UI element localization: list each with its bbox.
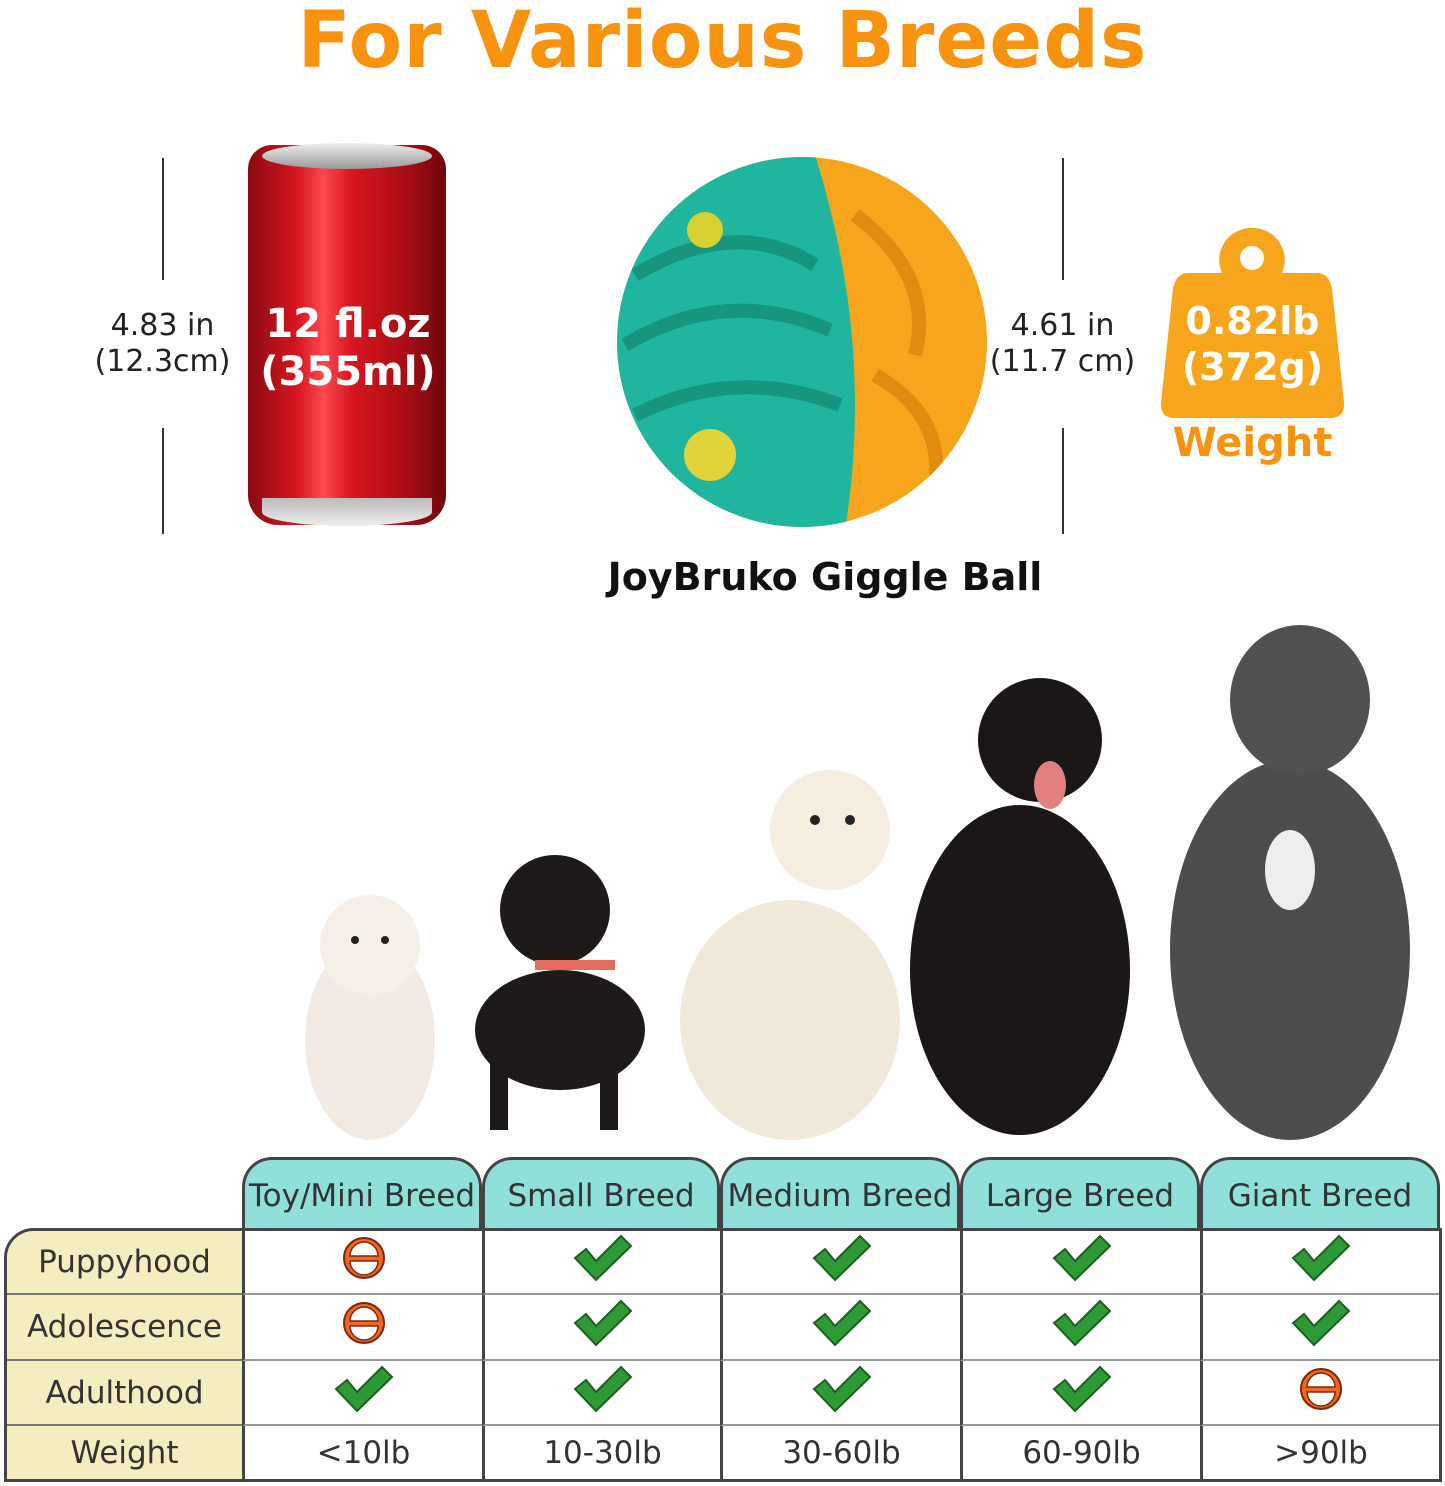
check-icon: [811, 1365, 873, 1421]
column-header-small: Small Breed: [482, 1157, 720, 1229]
table-cell: [242, 1361, 482, 1426]
check-icon: [1051, 1365, 1113, 1421]
check-icon: [811, 1299, 873, 1355]
ball-dimension-line-bottom: [1062, 428, 1064, 534]
ball-height: 4.61 in (11.7 cm): [985, 308, 1140, 380]
page-title: For Various Breeds: [297, 0, 1148, 86]
check-icon: [1051, 1234, 1113, 1290]
can-base: [262, 498, 432, 526]
table-cell: [720, 1361, 960, 1426]
row-label: Adolescence: [7, 1295, 242, 1361]
column-header-toy-mini: Toy/Mini Breed: [242, 1157, 482, 1229]
dimension-line-top: [162, 158, 164, 280]
check-icon: [333, 1365, 395, 1421]
weight-icon: [1160, 228, 1345, 418]
check-icon: [572, 1365, 634, 1421]
can-volume: 12 fl.oz (355ml): [248, 300, 448, 396]
can-height-in: 4.83 in: [110, 308, 215, 343]
pomeranian: [305, 895, 435, 1140]
column-header-medium: Medium Breed: [720, 1157, 960, 1229]
weight-value: 0.82lb (372g): [1160, 298, 1345, 390]
check-icon: [811, 1234, 873, 1290]
column-header-giant: Giant Breed: [1200, 1157, 1440, 1229]
check-icon: [572, 1234, 634, 1290]
ball-height-cm: (11.7 cm): [989, 344, 1136, 379]
weight-range-cell: 60-90lb: [960, 1426, 1200, 1479]
can-lid: [262, 143, 432, 169]
breed-suitability-table: Puppyhood Adolescence Adulthood Weight <10lb…: [4, 1228, 1442, 1482]
can-height: 4.83 in (12.3cm): [85, 308, 240, 380]
table-cell: [1200, 1231, 1439, 1295]
caution-icon: [1299, 1367, 1343, 1419]
weight-range-cell: 30-60lb: [720, 1426, 960, 1479]
product-name: JoyBruko Giggle Ball: [607, 555, 1043, 599]
dog-breeds-image: [305, 625, 1410, 1140]
check-icon: [1051, 1299, 1113, 1355]
table-cell: [482, 1231, 720, 1295]
caution-icon: [342, 1236, 386, 1288]
giggle-ball-image: [617, 157, 987, 527]
great-dane: [1170, 625, 1410, 1140]
weight-lb: 0.82lb: [1185, 299, 1320, 343]
table-cell: [720, 1295, 960, 1361]
check-icon: [572, 1299, 634, 1355]
weight-range-cell: 10-30lb: [482, 1426, 720, 1479]
table-cell: [1200, 1295, 1439, 1361]
caution-icon: [342, 1301, 386, 1353]
table-cell: [960, 1361, 1200, 1426]
column-header-large: Large Breed: [960, 1157, 1200, 1229]
table-cell: [960, 1231, 1200, 1295]
can-volume-ml: (355ml): [260, 349, 436, 395]
weight-range-cell: <10lb: [242, 1426, 482, 1479]
table-cell: [242, 1231, 482, 1295]
can-volume-oz: 12 fl.oz: [265, 301, 431, 347]
check-icon: [1290, 1299, 1352, 1355]
weight-label: Weight: [1172, 420, 1333, 466]
dachshund: [475, 855, 645, 1130]
table-cell: [482, 1295, 720, 1361]
table-cell: [482, 1361, 720, 1426]
row-label-weight: Weight: [7, 1426, 242, 1479]
table-cell: [242, 1295, 482, 1361]
soda-can-image: [248, 145, 446, 525]
dimension-line-bottom: [162, 428, 164, 534]
check-icon: [1290, 1234, 1352, 1290]
ball-height-in: 4.61 in: [1010, 308, 1115, 343]
golden-retriever: [680, 770, 900, 1140]
gordon-setter: [910, 678, 1130, 1135]
row-label: Puppyhood: [7, 1231, 242, 1295]
table-cell: [960, 1295, 1200, 1361]
table-cell: [1200, 1361, 1439, 1426]
table-cell: [720, 1231, 960, 1295]
weight-range-cell: >90lb: [1200, 1426, 1439, 1479]
can-height-cm: (12.3cm): [94, 344, 231, 379]
ball-dimension-line-top: [1062, 158, 1064, 280]
row-label: Adulthood: [7, 1361, 242, 1426]
weight-g: (372g): [1181, 345, 1324, 389]
